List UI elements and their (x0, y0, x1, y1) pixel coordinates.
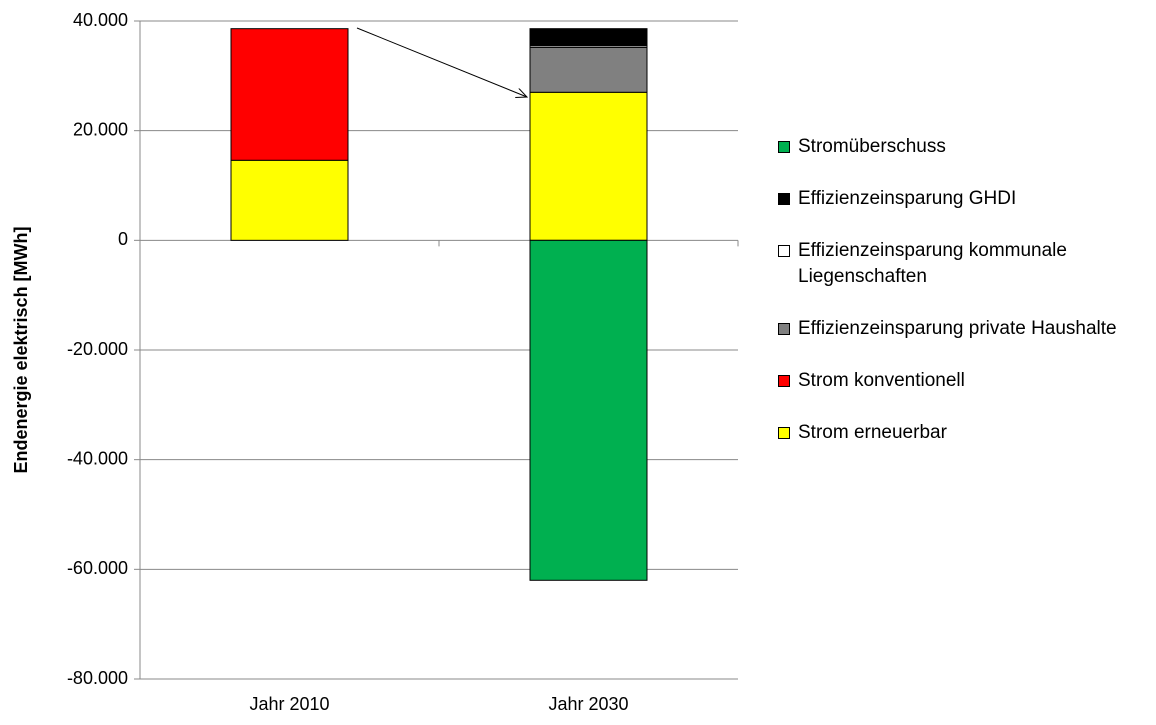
legend-item: Stromüberschuss (778, 134, 1148, 160)
legend-swatch (778, 323, 790, 335)
bar-segment (230, 28, 349, 161)
x-tick-label: Jahr 2030 (548, 694, 628, 714)
legend-label: Strom erneuerbar (798, 422, 947, 443)
legend-label: Stromüberschuss (798, 136, 946, 157)
legend-item: Strom konventionell (778, 368, 1148, 394)
legend-item: Effizienzeinsparung GHDI (778, 186, 1148, 212)
legend-label: Strom konventionell (798, 370, 965, 391)
y-tick-label: -20.000 (67, 339, 128, 359)
y-tick-label: 40.000 (73, 10, 128, 30)
legend-label: Effizienzeinsparung kommunale Liegenscha… (798, 240, 1067, 287)
y-tick-label: -40.000 (67, 448, 128, 468)
legend-item: Strom erneuerbar (778, 420, 1148, 446)
legend-swatch (778, 427, 790, 439)
legend-swatch (778, 245, 790, 257)
legend-label: Effizienzeinsparung private Haushalte (798, 318, 1117, 339)
bar-segment (529, 239, 648, 581)
arrow (356, 27, 527, 97)
legend: Stromüberschuss Effizienzeinsparung GHDI E… (778, 134, 1148, 472)
x-tick-label: Jahr 2010 (249, 694, 329, 714)
y-tick-label: -60.000 (67, 558, 128, 578)
legend-swatch (778, 193, 790, 205)
bar-segment (529, 46, 648, 93)
legend-swatch (778, 141, 790, 153)
legend-label: Effizienzeinsparung GHDI (798, 188, 1017, 209)
bar-segment (529, 28, 648, 47)
y-tick-label: -80.000 (67, 668, 128, 688)
y-tick-label: 0 (118, 229, 128, 249)
bar-segment (529, 91, 648, 241)
legend-swatch (778, 375, 790, 387)
legend-item: Effizienzeinsparung private Haushalte (778, 316, 1148, 342)
y-axis-label: Endenergie elektrisch [MWh] (11, 226, 31, 473)
y-tick-label: 20.000 (73, 119, 128, 139)
bar-segment (230, 159, 349, 241)
legend-item: Effizienzeinsparung kommunale Liegenscha… (778, 238, 1148, 290)
